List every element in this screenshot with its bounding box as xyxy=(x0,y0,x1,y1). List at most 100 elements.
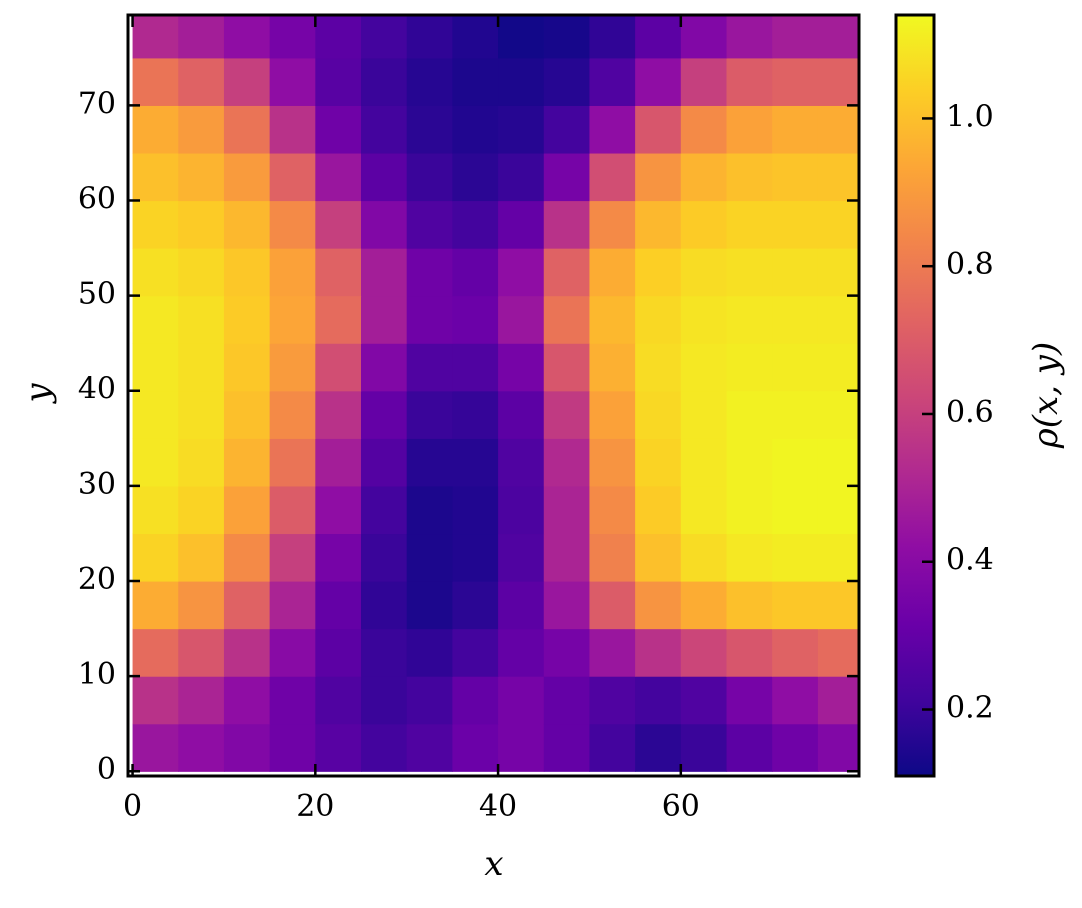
heat-cell xyxy=(269,295,316,344)
x-tick-label: 20 xyxy=(296,789,334,824)
heat-cell xyxy=(680,438,728,487)
heat-cell xyxy=(817,438,859,487)
heat-cell xyxy=(315,200,362,249)
heat-cell xyxy=(589,248,636,297)
heat-cell xyxy=(817,295,859,344)
heat-cell xyxy=(132,723,179,772)
y-tick-label: 40 xyxy=(78,372,116,407)
heat-cell xyxy=(315,533,362,582)
heat-cell xyxy=(132,533,179,582)
heat-cell xyxy=(315,723,362,772)
heat-cell xyxy=(635,485,682,535)
heat-cell xyxy=(680,248,728,297)
heat-cell xyxy=(589,390,636,439)
heat-cell xyxy=(635,105,682,154)
heat-cell xyxy=(178,390,225,439)
heat-cell xyxy=(498,723,545,772)
heat-cell xyxy=(178,200,225,249)
heat-cell xyxy=(635,438,682,487)
heat-cell xyxy=(452,438,499,487)
heat-cell xyxy=(452,533,499,582)
heat-cell xyxy=(223,438,271,487)
heat-cell xyxy=(498,390,545,439)
heat-cell xyxy=(635,723,682,772)
heat-cell xyxy=(361,152,408,202)
heat-cell xyxy=(315,105,362,154)
heat-cell xyxy=(452,580,499,630)
heat-cell xyxy=(498,676,545,725)
heat-cell xyxy=(223,676,271,725)
heatmap xyxy=(132,15,859,772)
heat-cell xyxy=(680,390,728,439)
y-tick-label: 20 xyxy=(78,562,116,597)
heat-cell xyxy=(817,343,859,392)
heat-cell xyxy=(269,105,316,154)
heat-cell xyxy=(772,295,819,344)
heat-cell xyxy=(543,723,591,772)
heat-cell xyxy=(315,438,362,487)
heat-cell xyxy=(178,15,225,59)
colorbar-tick-label: 0.8 xyxy=(946,247,994,282)
heat-cell xyxy=(772,485,819,535)
heat-cell xyxy=(315,390,362,439)
heat-cell xyxy=(543,628,591,677)
y-tick-label: 0 xyxy=(97,752,116,787)
heat-cell xyxy=(406,485,453,535)
heat-cell xyxy=(223,723,271,772)
heat-cell xyxy=(817,105,859,154)
heat-cell xyxy=(361,248,408,297)
heat-cell xyxy=(543,57,591,106)
heat-cell xyxy=(132,628,179,677)
heat-cell xyxy=(315,485,362,535)
heat-cell xyxy=(498,628,545,677)
heat-cell xyxy=(635,15,682,59)
heat-cell xyxy=(223,343,271,392)
heat-cell xyxy=(498,105,545,154)
heat-cell xyxy=(635,248,682,297)
heat-cell xyxy=(223,152,271,202)
heat-cell xyxy=(589,152,636,202)
heat-cell xyxy=(726,580,773,630)
heat-cell xyxy=(817,390,859,439)
y-tick-label: 70 xyxy=(78,86,116,121)
heat-cell xyxy=(132,438,179,487)
heat-cell xyxy=(543,438,591,487)
heat-cell xyxy=(452,676,499,725)
heat-cell xyxy=(726,343,773,392)
heat-cell xyxy=(772,676,819,725)
heat-cell xyxy=(726,57,773,106)
colorbar xyxy=(894,13,936,778)
heat-cell xyxy=(315,676,362,725)
heat-cell xyxy=(223,580,271,630)
y-tick-label: 30 xyxy=(78,467,116,502)
heat-cell xyxy=(498,438,545,487)
heat-cell xyxy=(817,533,859,582)
heat-cell xyxy=(315,15,362,59)
heat-cell xyxy=(269,15,316,59)
heat-cell xyxy=(817,676,859,725)
heat-cell xyxy=(132,15,179,59)
heat-cell xyxy=(406,723,453,772)
heat-cell xyxy=(178,343,225,392)
heat-cell xyxy=(178,295,225,344)
heat-cell xyxy=(635,57,682,106)
heat-cell xyxy=(406,580,453,630)
heat-cell xyxy=(315,295,362,344)
heat-cell xyxy=(817,723,859,772)
heat-cell xyxy=(680,15,728,59)
heat-cell xyxy=(178,248,225,297)
heat-cell xyxy=(680,105,728,154)
heat-cell xyxy=(543,152,591,202)
heat-cell xyxy=(178,628,225,677)
heat-cell xyxy=(223,628,271,677)
heat-cell xyxy=(132,295,179,344)
heat-cell xyxy=(498,57,545,106)
heat-cell xyxy=(361,533,408,582)
heat-cell xyxy=(406,390,453,439)
heat-cell xyxy=(680,533,728,582)
heat-cell xyxy=(178,723,225,772)
heat-cell xyxy=(132,390,179,439)
heat-cell xyxy=(680,152,728,202)
heat-cell xyxy=(406,105,453,154)
heat-cell xyxy=(635,533,682,582)
